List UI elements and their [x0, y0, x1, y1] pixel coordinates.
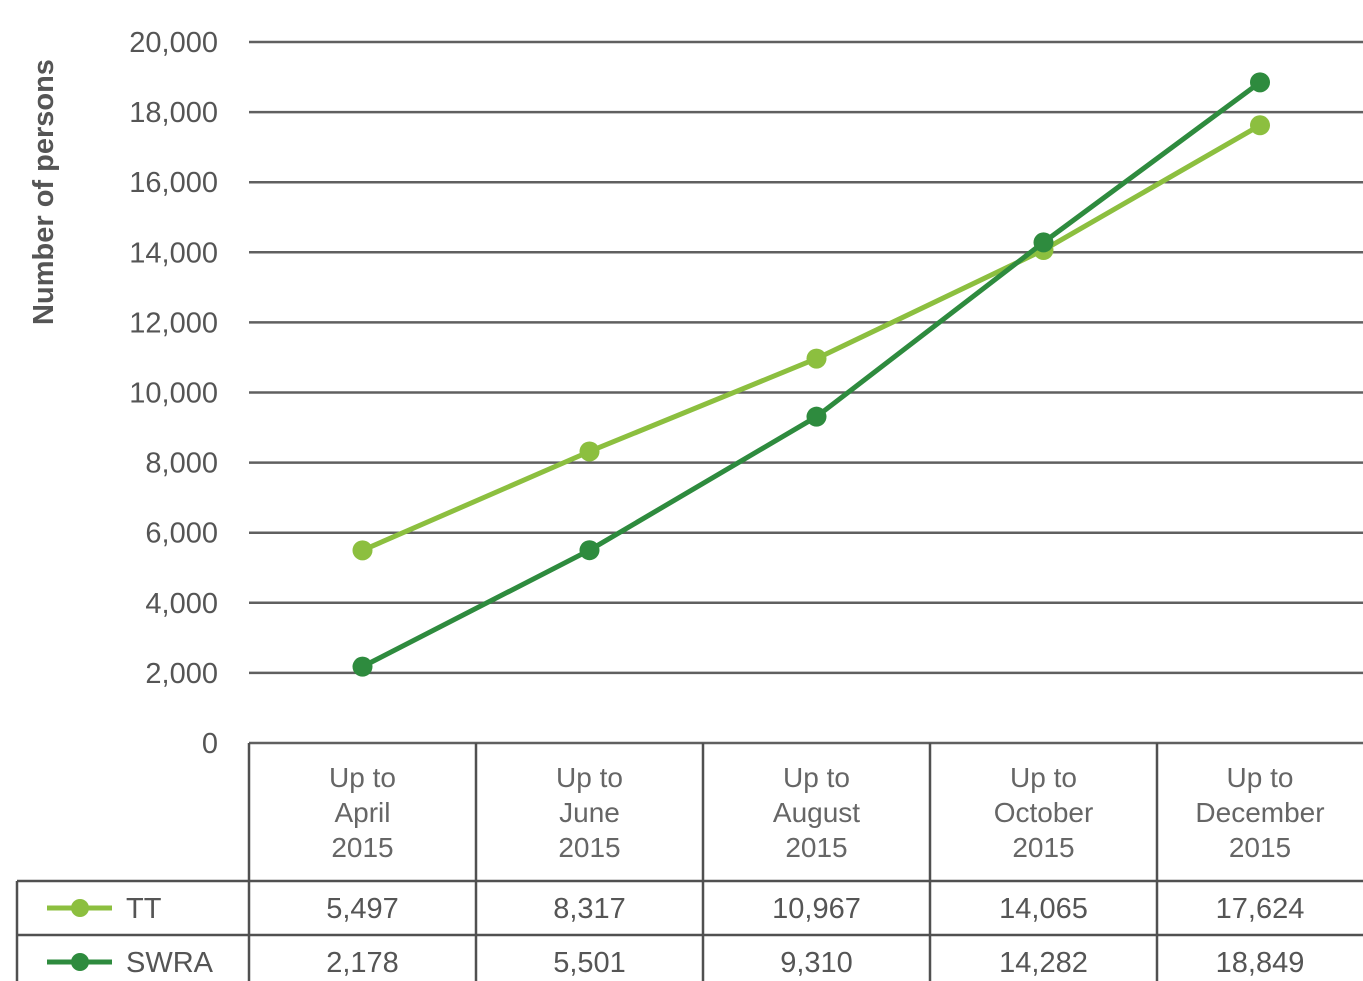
series-lines — [352, 72, 1270, 677]
y-tick-label: 8,000 — [145, 448, 218, 480]
category-label: Up to June 2015 — [556, 762, 623, 863]
data-point-tt — [352, 540, 373, 561]
table-value: 5,501 — [553, 947, 626, 979]
data-point-swra — [1250, 72, 1270, 93]
table-value: 10,967 — [772, 893, 861, 925]
y-tick-label: 4,000 — [145, 588, 218, 620]
y-tick-label: 6,000 — [145, 518, 218, 550]
data-point-swra — [806, 406, 827, 427]
category-label: Up to April 2015 — [329, 762, 396, 863]
category-label: Up to August 2015 — [773, 762, 860, 863]
table-value: 17,624 — [1216, 893, 1305, 925]
data-point-tt — [579, 441, 600, 462]
legend-marker-swra — [71, 953, 89, 971]
data-point-swra — [1033, 232, 1054, 253]
table-value: 18,849 — [1216, 947, 1305, 979]
legend-marker-tt — [71, 899, 89, 917]
category-label: Up to December 2015 — [1195, 762, 1324, 863]
y-tick-label: 12,000 — [129, 307, 218, 339]
table-value: 14,282 — [999, 947, 1088, 979]
y-axis-label: Number of persons — [28, 59, 60, 325]
gridlines — [249, 40, 1363, 745]
table-value: 5,497 — [326, 893, 399, 925]
y-tick-label: 14,000 — [129, 237, 218, 269]
y-tick-label: 0 — [202, 728, 218, 760]
series-line-tt — [361, 123, 1262, 553]
y-tick-label: 18,000 — [129, 97, 218, 129]
data-point-tt — [1250, 115, 1270, 136]
y-tick-label: 20,000 — [129, 27, 218, 59]
data-point-tt — [806, 348, 827, 369]
table-value: 8,317 — [553, 893, 626, 925]
data-point-swra — [579, 540, 600, 561]
table-value: 14,065 — [999, 893, 1088, 925]
data-point-swra — [352, 656, 373, 677]
y-tick-label: 2,000 — [145, 658, 218, 690]
y-axis-label-group: Number of persons — [28, 59, 60, 325]
legend-label-tt: TT — [126, 893, 162, 925]
legend-label-swra: SWRA — [126, 947, 214, 979]
y-axis-ticks: 0 2,000 4,000 6,000 8,000 10,000 12,000 14,000 1… — [129, 27, 218, 760]
y-tick-label: 10,000 — [129, 378, 218, 410]
table-value: 9,310 — [780, 947, 853, 979]
data-table: Up to April 2015 Up to June 2015 Up to August 20… — [15, 743, 1363, 981]
series-line-swra — [361, 80, 1262, 669]
y-tick-label: 16,000 — [129, 167, 218, 199]
category-label: Up to October 2015 — [994, 762, 1094, 863]
table-value: 2,178 — [326, 947, 399, 979]
